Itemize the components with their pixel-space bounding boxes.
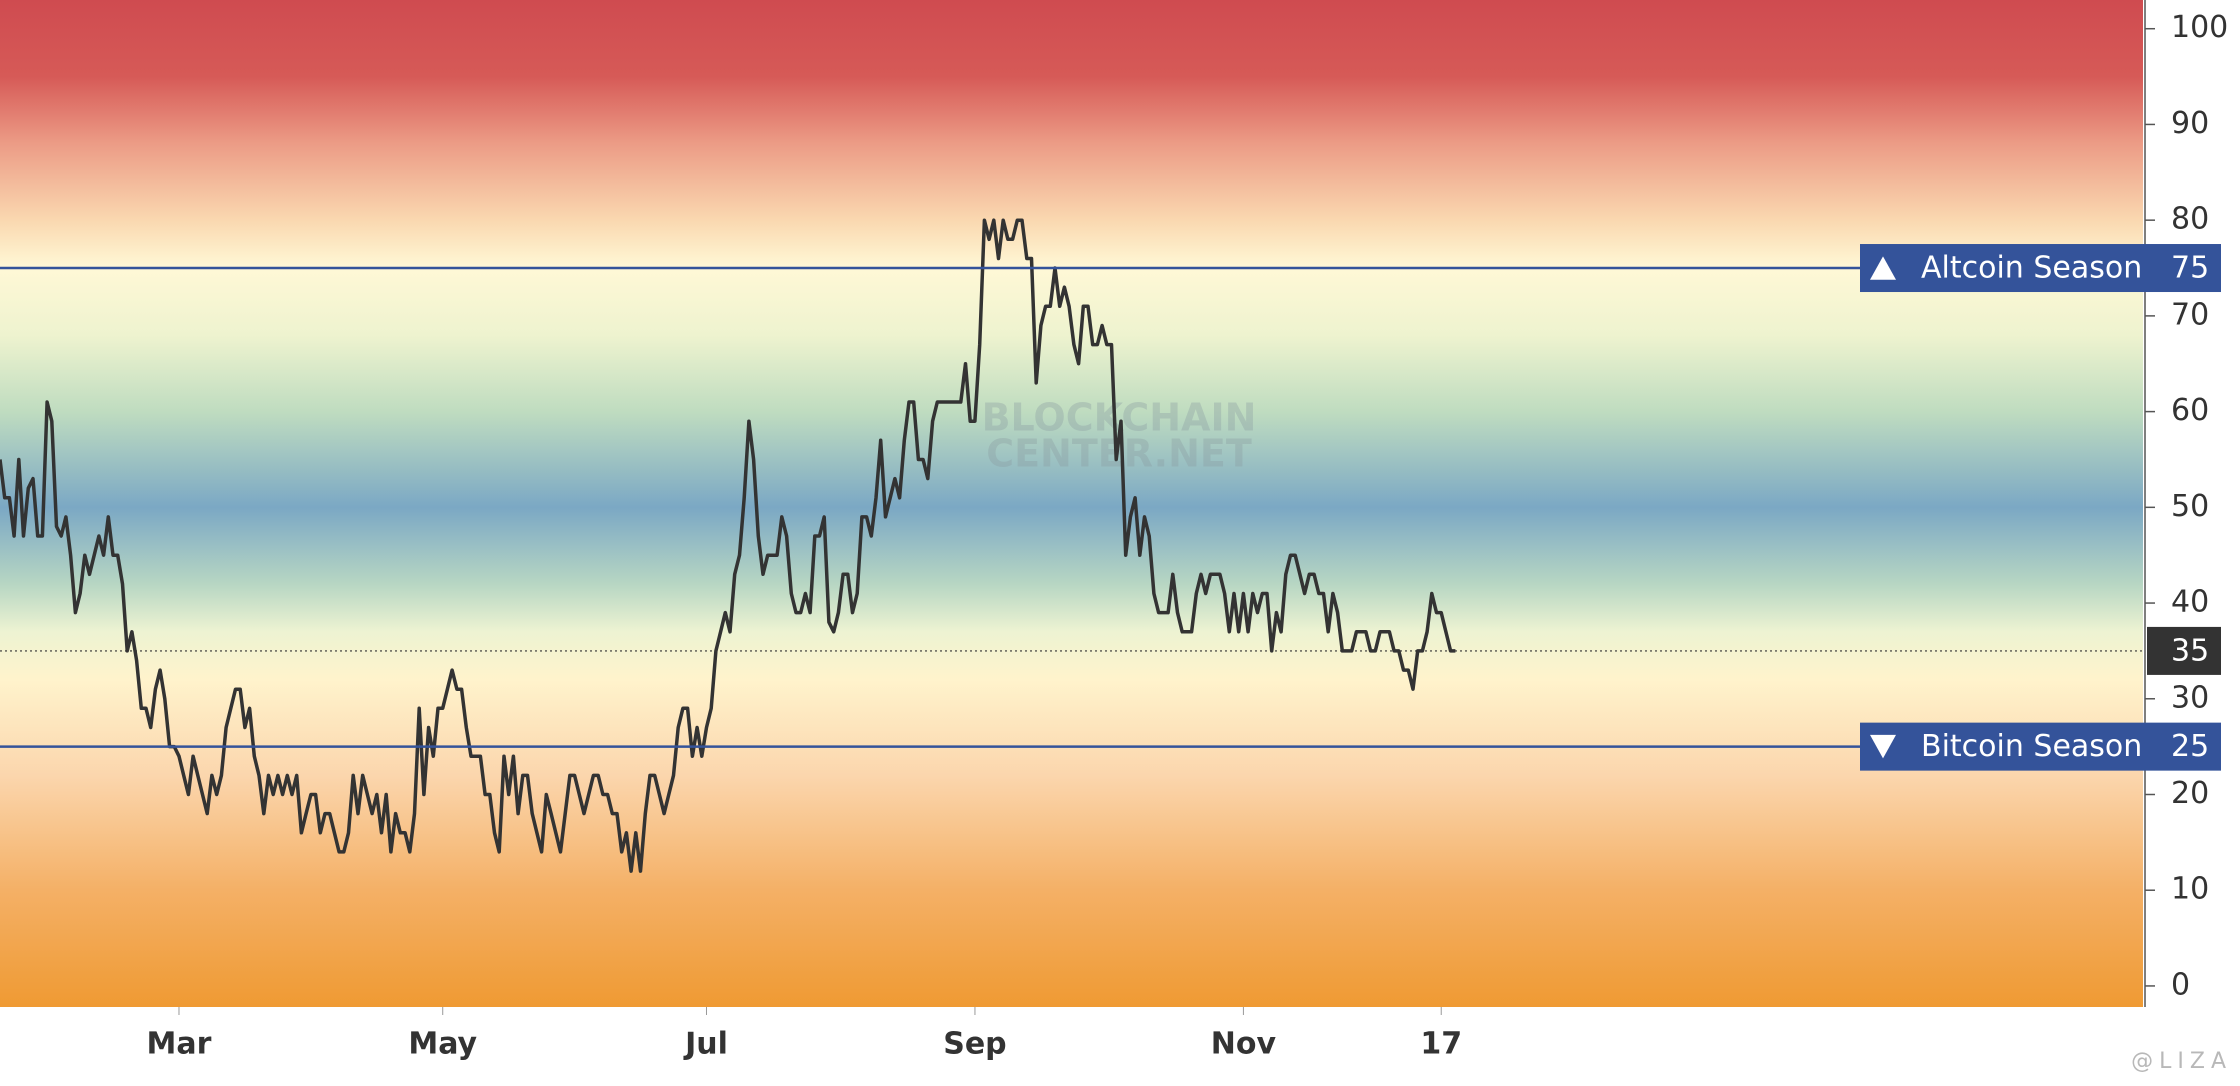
x-tick-label: Nov (1211, 1027, 1277, 1062)
level-value: 75 (2171, 251, 2209, 286)
x-tick-label: Mar (147, 1027, 212, 1062)
current-value-label: 35 (2171, 633, 2209, 668)
y-tick-label: 60 (2171, 393, 2209, 428)
y-tick-label: 0 (2171, 967, 2190, 1002)
level-value: 25 (2171, 729, 2209, 764)
y-tick-label: 70 (2171, 297, 2209, 332)
y-tick-label: 20 (2171, 776, 2209, 811)
x-tick-label: Jul (683, 1027, 728, 1062)
level-box (1860, 244, 2221, 293)
credit: @LIZA (2131, 1049, 2232, 1074)
x-tick-label: 17 (1420, 1027, 1462, 1062)
y-tick-label: 30 (2171, 680, 2209, 715)
level-label: Bitcoin Season (1921, 729, 2142, 764)
level-label: Altcoin Season (1921, 251, 2142, 286)
y-tick-label: 100 (2171, 10, 2228, 45)
level-box (1860, 722, 2221, 771)
y-tick-label: 50 (2171, 489, 2209, 524)
level-arrow (1870, 734, 1896, 759)
x-tick-label: May (408, 1027, 477, 1062)
y-tick-label: 80 (2171, 202, 2209, 237)
level-arrow (1870, 256, 1896, 280)
line-series (0, 218, 1456, 873)
current-box (2147, 626, 2221, 675)
x-tick-label: Sep (943, 1027, 1006, 1062)
y-tick-label: 10 (2171, 872, 2209, 907)
y-tick-label: 40 (2171, 585, 2209, 620)
y-tick-label: 90 (2171, 106, 2209, 141)
plot-background (0, 0, 2143, 1007)
